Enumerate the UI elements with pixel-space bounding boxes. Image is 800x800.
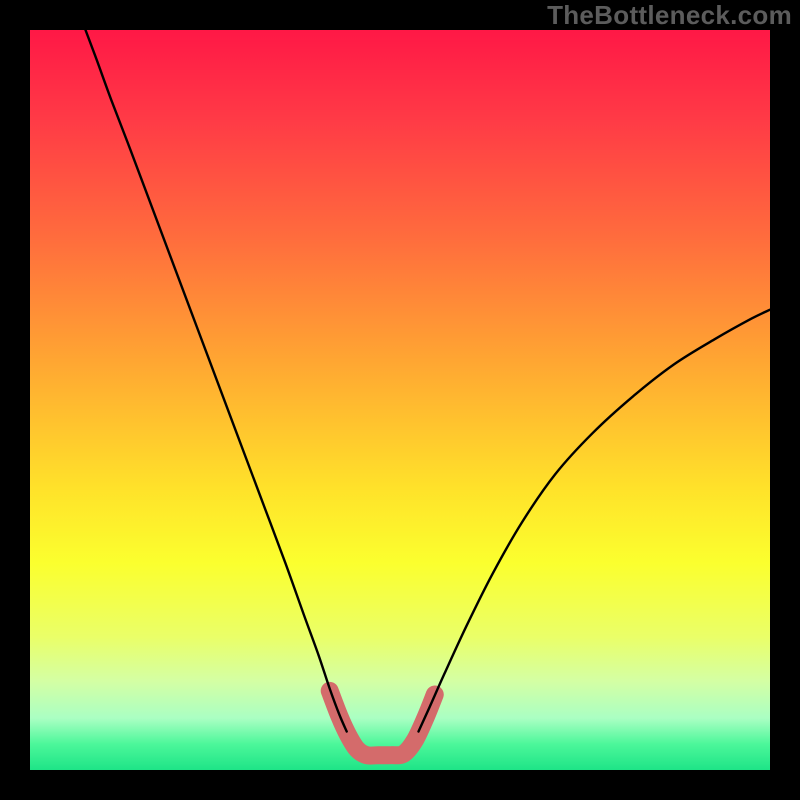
watermark-text: TheBottleneck.com (547, 0, 792, 31)
gradient-background (30, 30, 770, 770)
bottleneck-chart (30, 30, 770, 770)
chart-frame: TheBottleneck.com (0, 0, 800, 800)
